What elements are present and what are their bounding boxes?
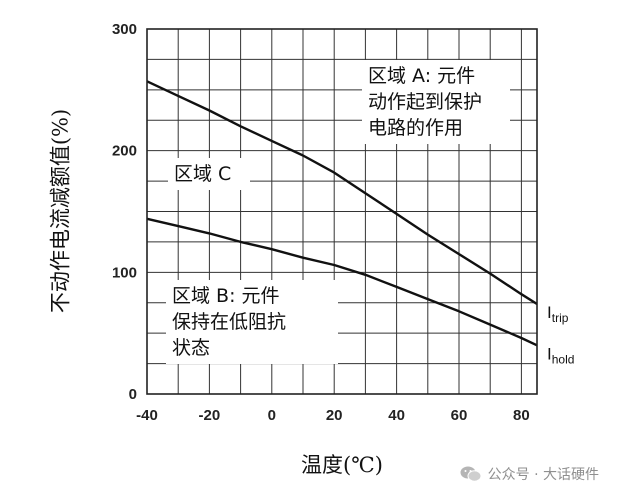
region-a-backdrop — [362, 60, 510, 144]
y-tick-label: 300 — [112, 21, 137, 38]
y-tick-label: 100 — [112, 264, 137, 281]
region-a-text-line: 动作起到保护 — [368, 91, 482, 113]
curve-label-itrip: Itrip — [547, 303, 569, 325]
x-tick-label: 40 — [388, 407, 405, 424]
plot-frame — [146, 28, 538, 395]
region-a-text-line: 区域 A: 元件 — [368, 65, 475, 87]
region-c-text-line: 区域 C — [174, 163, 231, 185]
watermark: 公众号 · 大话硬件 — [460, 464, 599, 484]
x-tick-label: 20 — [326, 407, 343, 424]
region-b-backdrop — [166, 280, 338, 364]
region-b-text-line: 状态 — [172, 337, 210, 359]
wechat-icon — [460, 466, 482, 482]
region-c-backdrop — [168, 158, 250, 190]
x-tick-label: -40 — [136, 407, 158, 424]
curves: Itrip Ihold — [146, 80, 574, 366]
y-tick-label: 0 — [129, 386, 137, 403]
x-tick-label: 60 — [451, 407, 468, 424]
region-c-annotation: 区域 C — [168, 158, 250, 190]
x-tick-label: 0 — [268, 407, 276, 424]
region-b-text-line: 保持在低阻抗 — [172, 311, 286, 333]
curve-ihold — [146, 217, 538, 347]
region-a-text-line: 电路的作用 — [368, 117, 463, 139]
x-tick-label: -20 — [199, 407, 221, 424]
region-b-text-line: 区域 B: 元件 — [172, 285, 280, 307]
curve-label-ihold: Ihold — [547, 344, 574, 366]
curve-itrip — [146, 80, 538, 306]
x-axis-title: 温度(℃) — [301, 453, 383, 477]
x-tick-label: 80 — [513, 407, 530, 424]
tick-labels: -40 -20 0 20 40 60 80 0 100 200 300 — [112, 21, 530, 424]
watermark-text: 公众号 · 大话硬件 — [487, 467, 599, 483]
y-axis-title: 不动作电流减额值(%) — [49, 109, 73, 313]
y-tick-label: 200 — [112, 143, 137, 160]
